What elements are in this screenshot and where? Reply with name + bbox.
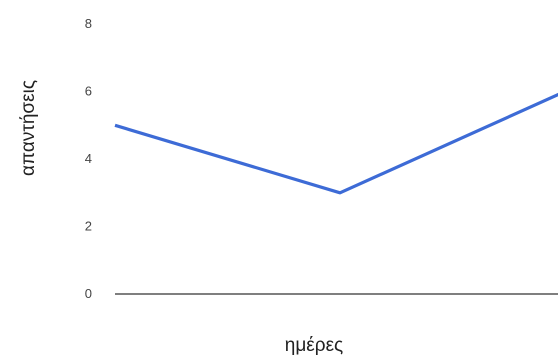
y-tick-label: 4 [85,151,92,166]
x-axis-title: ημέρες [285,335,343,356]
series-line [114,92,558,195]
y-tick-label: 8 [85,16,92,31]
y-axis-ticks: 0 2 4 6 8 [85,16,92,301]
y-axis-title: απαντήσεις [18,80,39,176]
y-tick-label: 2 [85,219,92,234]
y-tick-label: 0 [85,286,92,301]
y-tick-label: 6 [85,84,92,99]
